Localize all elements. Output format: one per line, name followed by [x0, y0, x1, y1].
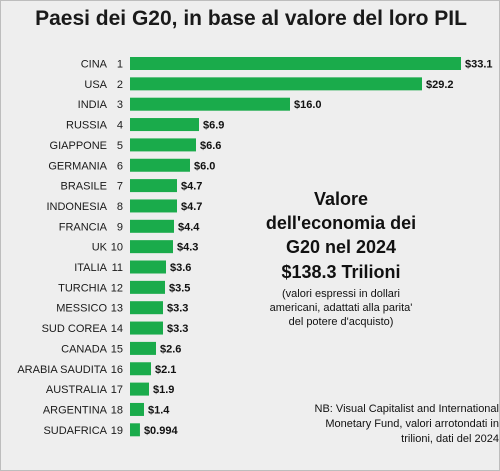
rank-label-giappone: 5 [117, 140, 123, 152]
rank-label-argentina: 18 [111, 404, 123, 416]
bar-australia [130, 382, 149, 396]
rank-label-india: 3 [117, 99, 123, 111]
rank-label-brasile: 7 [117, 181, 123, 193]
category-label-arabia-saudita: ARABIA SAUDITA [17, 364, 107, 376]
bar-canada [130, 341, 156, 355]
bar-indonesia [130, 199, 177, 213]
category-label-germania: GERMANIA [48, 160, 107, 172]
value-label-argentina: $1.4 [148, 404, 170, 416]
value-label-italia: $3.6 [170, 262, 191, 274]
bar-messico [130, 301, 163, 315]
category-label-argentina: ARGENTINA [43, 404, 108, 416]
total-value: $138.3 Trilioni [281, 262, 401, 282]
rank-label-cina: 1 [117, 59, 123, 71]
value-label-cina: $33.1 [465, 59, 493, 71]
value-label-sud-corea: $3.3 [167, 323, 188, 335]
category-label-russia: RUSSIA [66, 120, 108, 132]
value-label-usa: $29.2 [426, 79, 454, 91]
rank-label-uk: 10 [111, 242, 123, 254]
category-label-messico: MESSICO [56, 303, 107, 315]
rank-label-arabia-saudita: 16 [111, 364, 123, 376]
bar-arabia-saudita [130, 362, 151, 376]
bar-argentina [130, 402, 144, 416]
bar-turchia [130, 280, 165, 294]
category-label-italia: ITALIA [74, 262, 107, 274]
rank-label-germania: 6 [117, 160, 123, 172]
category-label-usa: USA [84, 79, 107, 91]
bar-usa [130, 77, 422, 91]
rank-label-francia: 9 [117, 221, 123, 233]
rank-label-australia: 17 [111, 384, 123, 396]
value-label-australia: $1.9 [153, 384, 174, 396]
value-label-francia: $4.4 [178, 221, 200, 233]
bar-italia [130, 260, 166, 274]
bar-cina [130, 57, 461, 70]
value-label-canada: $2.6 [160, 343, 181, 355]
total-subtitle: (valori espressi in dollari americani, a… [269, 288, 413, 328]
source-note: NB: Visual Capitalist and International … [314, 403, 499, 445]
category-label-turchia: TURCHIA [58, 282, 108, 294]
value-label-uk: $4.3 [177, 242, 198, 254]
category-label-sud-corea: SUD COREA [42, 323, 108, 335]
category-label-canada: CANADA [61, 343, 108, 355]
value-label-giappone: $6.6 [200, 140, 221, 152]
rank-label-messico: 13 [111, 303, 123, 315]
category-label-uk: UK [92, 242, 108, 254]
category-label-cina: CINA [81, 59, 108, 71]
bar-india [130, 97, 290, 111]
value-label-india: $16.0 [294, 99, 322, 111]
value-label-sudafrica: $0.994 [144, 425, 179, 437]
chart-title: Paesi dei G20, in base al valore del lor… [35, 7, 467, 30]
rank-label-sud-corea: 14 [111, 323, 123, 335]
value-label-turchia: $3.5 [169, 282, 190, 294]
rank-label-usa: 2 [117, 79, 123, 91]
value-label-indonesia: $4.7 [181, 201, 202, 213]
value-label-germania: $6.0 [194, 160, 215, 172]
category-label-australia: AUSTRALIA [46, 384, 108, 396]
bar-uk [130, 240, 173, 254]
bar-francia [130, 219, 174, 233]
category-label-india: INDIA [78, 99, 108, 111]
rank-label-russia: 4 [117, 120, 123, 132]
bar-giappone [130, 138, 196, 152]
bar-russia [130, 118, 199, 132]
value-label-messico: $3.3 [167, 303, 188, 315]
rank-label-sudafrica: 19 [111, 425, 123, 437]
category-label-giappone: GIAPPONE [50, 140, 107, 152]
value-label-arabia-saudita: $2.1 [155, 364, 176, 376]
rank-label-italia: 11 [112, 262, 123, 274]
category-label-sudafrica: SUDAFRICA [43, 425, 107, 437]
rank-label-indonesia: 8 [117, 201, 123, 213]
bar-brasile [130, 179, 177, 193]
category-label-indonesia: INDONESIA [46, 201, 107, 213]
total-headline: Valore dell'economia dei G20 nel 2024 [265, 189, 417, 257]
value-label-brasile: $4.7 [181, 181, 202, 193]
bar-germania [130, 158, 190, 172]
category-label-brasile: BRASILE [61, 181, 107, 193]
bar-sudafrica [130, 423, 140, 437]
category-label-francia: FRANCIA [59, 221, 108, 233]
total-value-box: Valore dell'economia dei G20 nel 2024 $1… [251, 187, 431, 329]
rank-label-turchia: 12 [111, 282, 123, 294]
value-label-russia: $6.9 [203, 120, 224, 132]
bar-sud-corea [130, 321, 163, 335]
rank-label-canada: 15 [111, 343, 123, 355]
